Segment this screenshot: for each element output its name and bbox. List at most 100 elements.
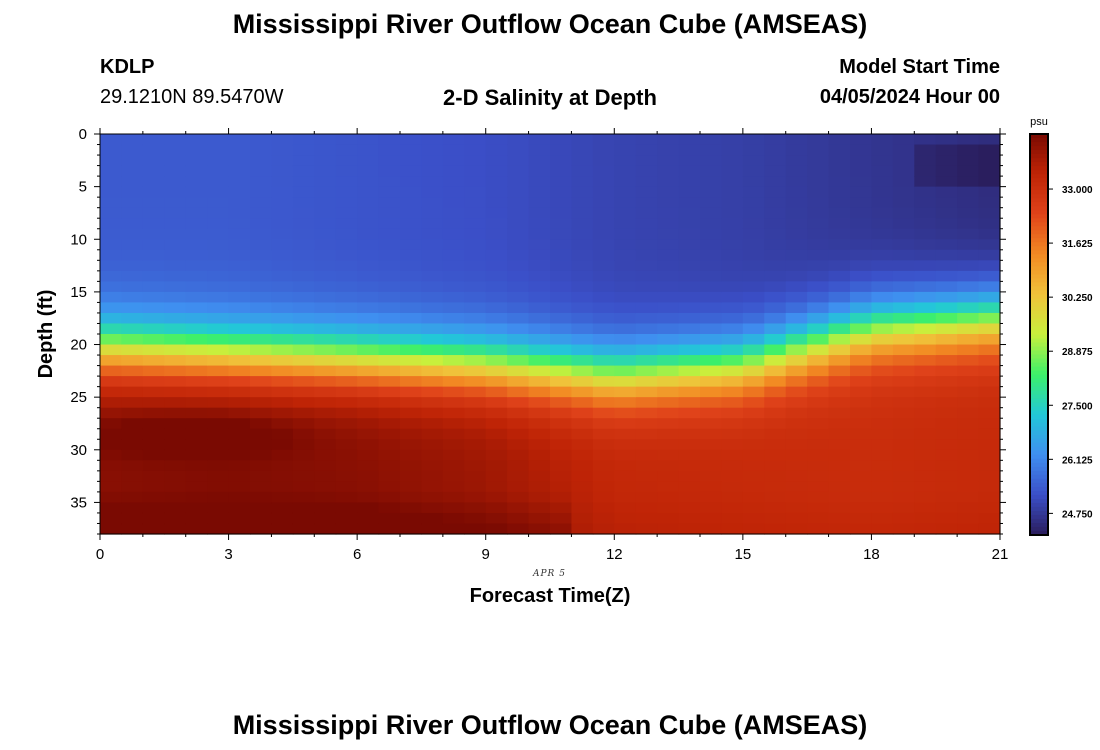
heatmap-cell	[614, 407, 637, 419]
colorbar-segment	[1030, 194, 1048, 199]
heatmap-cell	[207, 239, 230, 251]
heatmap-cell	[828, 186, 851, 198]
heatmap-cell	[421, 344, 444, 356]
heatmap-cell	[850, 344, 873, 356]
heatmap-cell	[571, 365, 594, 377]
heatmap-cell	[335, 481, 358, 493]
heatmap-cell	[400, 344, 423, 356]
heatmap-cell	[100, 344, 123, 356]
heatmap-cell	[871, 344, 894, 356]
heatmap-cell	[614, 176, 637, 188]
heatmap-cell	[442, 355, 465, 367]
heatmap-cell	[892, 386, 915, 398]
heatmap-cell	[250, 249, 273, 261]
heatmap-cell	[614, 249, 637, 261]
heatmap-cell	[421, 355, 444, 367]
heatmap-cell	[914, 460, 937, 472]
heatmap-cell	[164, 397, 187, 409]
heatmap-cell	[592, 249, 615, 261]
heatmap-cell	[850, 239, 873, 251]
heatmap-cell	[507, 260, 530, 272]
heatmap-cell	[228, 481, 251, 493]
colorbar-segment	[1030, 402, 1048, 408]
heatmap-cell	[207, 470, 230, 482]
heatmap-cell	[142, 228, 165, 240]
heatmap-cell	[142, 270, 165, 282]
heatmap-cell	[314, 512, 337, 525]
heatmap-cell	[357, 344, 380, 356]
heatmap-cell	[100, 207, 123, 219]
heatmap-cell	[785, 491, 808, 504]
heatmap-cell	[635, 460, 658, 472]
heatmap-cell	[421, 134, 444, 146]
heatmap-cell	[657, 281, 680, 293]
heatmap-cell	[635, 418, 658, 430]
heatmap-cell	[100, 228, 123, 240]
heatmap-cell	[957, 134, 980, 146]
heatmap-cell	[785, 249, 808, 261]
heatmap-cell	[228, 344, 251, 356]
heatmap-cell	[378, 312, 401, 325]
heatmap-cell	[442, 512, 465, 525]
heatmap-cell	[550, 439, 573, 451]
heatmap-cell	[335, 155, 358, 167]
heatmap-cell	[807, 144, 830, 156]
heatmap-cell	[335, 207, 358, 219]
heatmap-cell	[442, 334, 465, 346]
heatmap-cell	[485, 249, 508, 261]
heatmap-cell	[871, 365, 894, 377]
heatmap-cell	[871, 407, 894, 419]
heatmap-cell	[485, 449, 508, 461]
heatmap-cell	[400, 512, 423, 525]
heatmap-cell	[378, 334, 401, 346]
heatmap-cell	[121, 481, 144, 493]
heatmap-cell	[121, 386, 144, 398]
heatmap-cell	[464, 197, 487, 209]
heatmap-cell	[292, 323, 315, 335]
heatmap-cell	[935, 155, 958, 167]
heatmap-cell	[271, 270, 294, 282]
heatmap-cell	[657, 439, 680, 451]
heatmap-cell	[421, 323, 444, 335]
heatmap-cell	[807, 344, 830, 356]
heatmap-cell	[978, 134, 1001, 146]
heatmap-cell	[850, 260, 873, 272]
heatmap-cell	[378, 512, 401, 525]
colorbar-segment	[1030, 382, 1048, 388]
heatmap-cell	[507, 312, 530, 325]
heatmap-cell	[485, 197, 508, 209]
heatmap-cell	[164, 144, 187, 156]
heatmap-cell	[657, 228, 680, 240]
heatmap-cell	[142, 449, 165, 461]
heatmap-cell	[335, 186, 358, 198]
heatmap-cell	[400, 481, 423, 493]
heatmap-cell	[528, 155, 551, 167]
heatmap-cell	[914, 197, 937, 209]
colorbar-frame	[1029, 133, 1049, 536]
heatmap-cell	[828, 291, 851, 304]
heatmap-cell	[850, 207, 873, 219]
heatmap-cell	[957, 428, 980, 440]
heatmap-cell	[314, 397, 337, 409]
heatmap-cell	[528, 449, 551, 461]
heatmap-cell	[400, 323, 423, 335]
heatmap-cell	[892, 523, 915, 535]
heatmap-cell	[271, 365, 294, 377]
heatmap-cell	[335, 260, 358, 272]
heatmap-cell	[142, 239, 165, 251]
heatmap-cell	[742, 481, 765, 493]
heatmap-cell	[421, 144, 444, 156]
heatmap-cell	[635, 428, 658, 440]
heatmap-cell	[442, 155, 465, 167]
heatmap-cell	[914, 334, 937, 346]
heatmap-cell	[828, 376, 851, 388]
heatmap-cell	[935, 281, 958, 293]
heatmap-cell	[335, 239, 358, 251]
heatmap-cell	[914, 228, 937, 240]
heatmap-cell	[271, 239, 294, 251]
y-tick-label: 25	[70, 389, 87, 406]
heatmap-cell	[528, 407, 551, 419]
heatmap-cell	[700, 481, 723, 493]
heatmap-cell	[592, 523, 615, 535]
heatmap-cell	[721, 439, 744, 451]
